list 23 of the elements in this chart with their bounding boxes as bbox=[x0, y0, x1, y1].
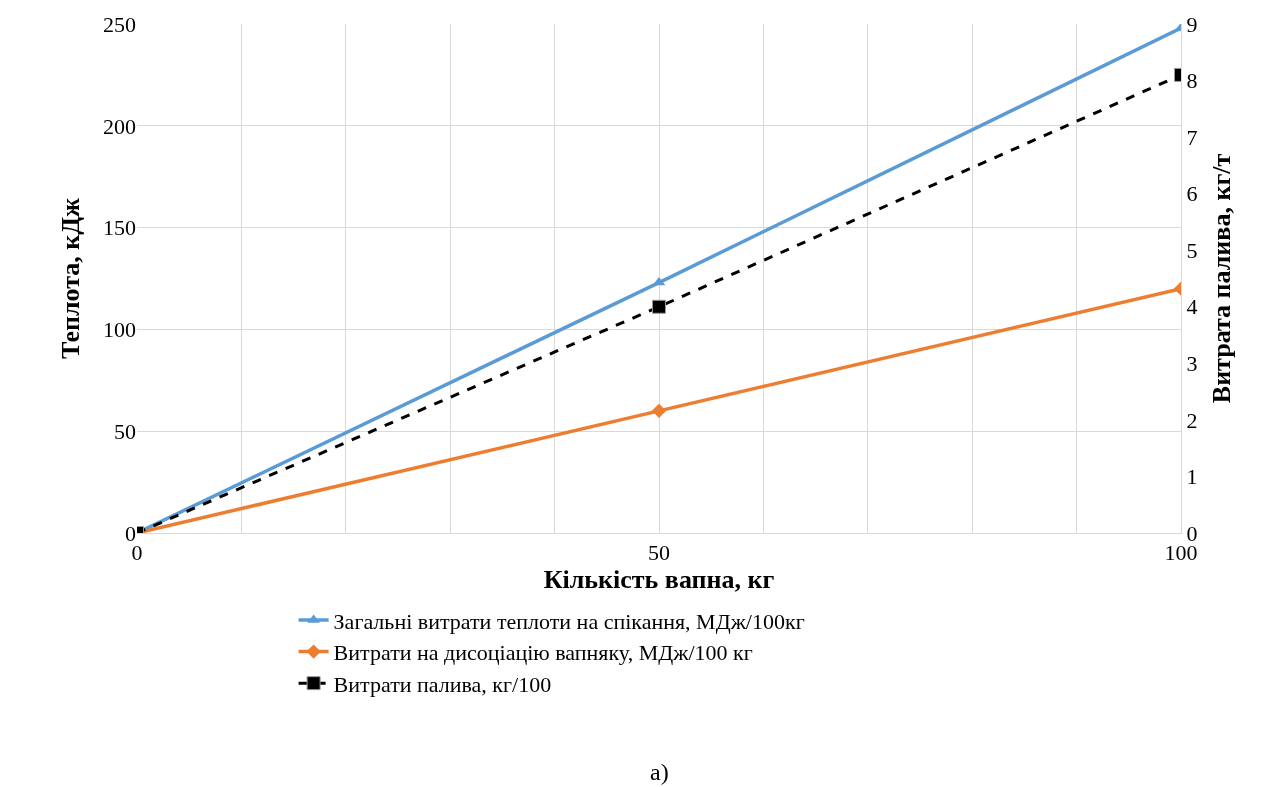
legend-label: Загальні витрати теплоти на спікання, МДж/100кг bbox=[333, 608, 805, 634]
y-tick-label: 150 bbox=[103, 215, 136, 241]
y2-tick-label: 9 bbox=[1186, 11, 1198, 37]
y2-axis-title: Витрата палива, кг/т bbox=[1207, 153, 1237, 404]
legend-label: Витрати палива, кг/100 bbox=[333, 671, 552, 697]
text: а) bbox=[650, 759, 669, 785]
y2-tick-label: 1 bbox=[1186, 464, 1198, 490]
y-tick-label: 100 bbox=[103, 317, 136, 343]
y-tick-label: 0 bbox=[125, 520, 136, 546]
y2-tick-label: 7 bbox=[1186, 124, 1198, 150]
legend-label: Витрати на дисоціацію вапняку, МДж/100 кг bbox=[333, 640, 753, 666]
y-tick-label: 200 bbox=[103, 113, 136, 139]
y2-tick-label: 6 bbox=[1186, 181, 1198, 207]
x-tick-label: 50 bbox=[648, 540, 670, 566]
y2-tick-label: 3 bbox=[1186, 351, 1198, 377]
y-tick-label: 50 bbox=[114, 418, 136, 444]
y2-tick-label: 4 bbox=[1186, 294, 1198, 320]
y-axis-title: Теплота, кДж bbox=[56, 197, 86, 359]
y2-tick-label: 8 bbox=[1186, 68, 1198, 94]
y2-tick-label: 5 bbox=[1186, 237, 1198, 263]
x-axis-title: Кількість вапна, кг bbox=[543, 565, 775, 595]
y-tick-label: 250 bbox=[103, 11, 136, 37]
y2-tick-label: 2 bbox=[1186, 407, 1198, 433]
